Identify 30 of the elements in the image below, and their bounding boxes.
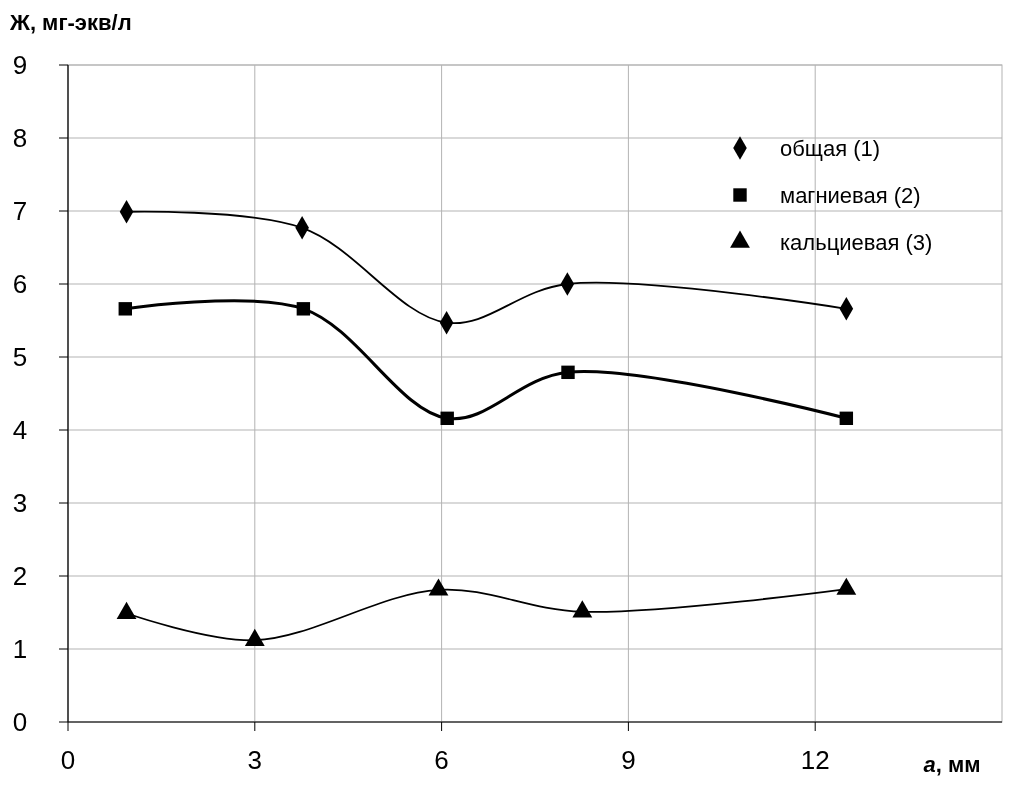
legend-label: общая (1)	[780, 136, 881, 161]
point	[296, 302, 311, 316]
y-tick-label: 0	[12, 707, 28, 737]
point	[836, 577, 857, 595]
x-tick-label: 12	[800, 745, 830, 775]
point	[839, 411, 854, 426]
point	[440, 411, 454, 426]
point	[561, 365, 575, 380]
x-tick-label: 6	[434, 745, 449, 775]
x-tick-label: 9	[621, 745, 636, 775]
x-tick-label: 0	[60, 745, 76, 775]
legend-label: магниевая (2)	[780, 183, 921, 208]
point	[244, 628, 265, 646]
y-tick-label: 3	[12, 488, 28, 518]
y-tick-label: 1	[12, 634, 28, 664]
y-tick-label: 7	[12, 196, 28, 226]
y-tick-label: 6	[12, 269, 28, 299]
legend-label: кальциевая (3)	[780, 230, 933, 255]
point	[118, 302, 132, 316]
y-axis-title: Ж, мг-экв/л	[9, 10, 132, 35]
point	[116, 601, 137, 619]
point	[572, 600, 593, 618]
y-tick-label: 9	[12, 50, 28, 80]
y-tick-label: 5	[12, 342, 28, 372]
x-tick-label: 3	[247, 745, 263, 775]
y-tick-label: 2	[12, 561, 28, 591]
point	[428, 578, 449, 596]
x-axis-title: a, мм	[923, 752, 981, 777]
y-tick-label: 4	[12, 415, 28, 445]
y-tick-label: 8	[12, 123, 28, 153]
